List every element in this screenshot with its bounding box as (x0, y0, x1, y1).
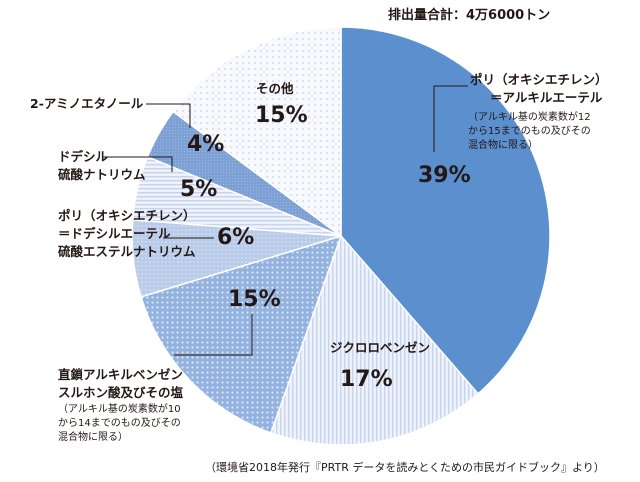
pct-sds: 5% (180, 177, 218, 202)
pie-slice-aes (340, 26, 551, 395)
pct-dcb: 17% (340, 367, 393, 392)
label-sds-line1: ドデシル (58, 149, 109, 164)
label-aes-line1: ポリ（オキシエチレン） (470, 72, 608, 87)
label-las-line2: スルホン酸及びその塩 (58, 385, 184, 400)
total-emission-label: 排出量合計：4万6000トン (388, 8, 551, 23)
label-aes-line2: ＝アルキルエーテル (490, 90, 603, 105)
leader-sds (103, 156, 173, 172)
label-mea: 2-アミノエタノール (30, 96, 144, 111)
pct-aes: 39% (418, 163, 471, 188)
leader-las (174, 314, 253, 356)
pct-mea: 4% (187, 132, 225, 157)
note-las: （アルキル基の炭素数が10から14までのもの及びその混合物に限る） (58, 404, 181, 443)
source-note: （環境省2018年発行『PRTR データを読みとくための市民ガイドブック』より） (205, 461, 605, 474)
label-pes-line3: 硫酸エステルナトリウム (58, 244, 196, 259)
label-las-line1: 直鎖アルキルベンゼン (58, 367, 183, 382)
pie-slice-las (140, 234, 343, 434)
pct-other: 15% (255, 103, 308, 128)
leader-mea (146, 103, 191, 128)
label-dcb: ジクロロベンゼン (330, 340, 431, 355)
pct-pes: 6% (217, 225, 255, 250)
label-other: その他 (256, 81, 294, 96)
note-aes: （アルキル基の炭素数が12から15までのもの及びその混合物に限る） (468, 112, 591, 151)
leader-aes (433, 85, 468, 152)
pct-las: 15% (228, 287, 281, 312)
label-pes-line2: ＝ドデシルエーテル (58, 226, 171, 241)
pie-slice-other (172, 26, 342, 238)
label-pes-line1: ポリ（オキシエチレン） (58, 208, 196, 223)
label-sds-line2: 硫酸ナトリウム (58, 167, 146, 182)
